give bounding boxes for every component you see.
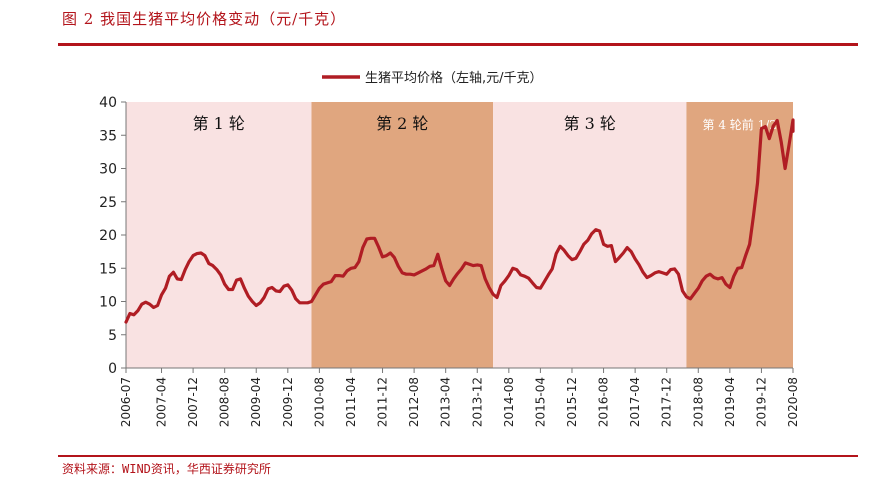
cycle-band-2 xyxy=(311,102,494,368)
cycle-bands xyxy=(126,102,793,368)
x-tick-label: 2019-04 xyxy=(723,377,737,427)
x-tick-label: 2007-04 xyxy=(155,377,169,427)
x-tick-label: 2013-04 xyxy=(439,377,453,427)
y-tick-label: 30 xyxy=(99,162,117,178)
title-rule xyxy=(58,43,858,46)
x-tick-label: 2009-04 xyxy=(249,377,263,427)
y-tick-label: 35 xyxy=(99,128,117,144)
y-tick-label: 10 xyxy=(99,295,117,311)
x-tick-label: 2006-07 xyxy=(119,377,133,427)
legend-label: 生猪平均价格（左轴,元/千克） xyxy=(365,70,543,86)
x-tick-label: 2019-12 xyxy=(754,377,768,427)
y-tick-label: 20 xyxy=(99,228,117,244)
x-axis-ticks: 2006-07 2007-04 2007-12 2008-08 2009-04 2009-… xyxy=(119,368,800,427)
cycle-band-label-3: 第 3 轮 xyxy=(564,114,616,133)
x-tick-label: 2011-12 xyxy=(376,377,390,427)
x-tick-label: 2010-08 xyxy=(312,377,326,427)
x-tick-label: 2015-04 xyxy=(533,377,547,427)
source-note: 资料来源：WIND资讯，华西证券研究所 xyxy=(62,462,271,476)
chart-legend: 生猪平均价格（左轴,元/千克） xyxy=(322,70,543,86)
x-tick-label: 2009-12 xyxy=(281,377,295,427)
x-tick-label: 2007-12 xyxy=(186,377,200,427)
x-tick-label: 2018-08 xyxy=(691,377,705,427)
figure-title: 图 2 我国生猪平均价格变动（元/千克） xyxy=(62,10,347,28)
cycle-band-1 xyxy=(126,102,312,368)
x-tick-label: 2015-12 xyxy=(565,377,579,427)
x-tick-label: 2012-08 xyxy=(407,377,421,427)
y-tick-label: 15 xyxy=(99,261,117,277)
y-tick-label: 25 xyxy=(99,195,117,211)
x-tick-label: 2008-08 xyxy=(218,377,232,427)
x-tick-label: 2013-12 xyxy=(470,377,484,427)
cycle-band-label-1: 第 1 轮 xyxy=(193,114,245,133)
x-tick-label: 2020-08 xyxy=(786,377,800,427)
series-line-1 xyxy=(124,118,795,324)
x-tick-label: 2011-04 xyxy=(344,377,358,427)
cycle-band-label-2: 第 2 轮 xyxy=(376,114,428,133)
x-tick-label: 2014-08 xyxy=(502,377,516,427)
x-tick-label: 2017-04 xyxy=(628,377,642,427)
y-tick-label: 0 xyxy=(108,361,117,377)
series-layer xyxy=(124,118,795,324)
y-tick-label: 40 xyxy=(99,95,117,111)
cycle-band-labels: 第 1 轮 第 2 轮 第 3 轮 第 4 轮前 1/2 xyxy=(193,114,777,133)
x-tick-label: 2017-12 xyxy=(660,377,674,427)
x-tick-label: 2016-08 xyxy=(597,377,611,427)
cycle-band-label-4: 第 4 轮前 1/2 xyxy=(703,117,777,132)
source-rule xyxy=(58,455,858,457)
y-axis-ticks: 0 5 10 15 20 25 30 35 40 xyxy=(99,95,126,377)
y-tick-label: 5 xyxy=(108,328,117,344)
cycle-band-4 xyxy=(686,102,793,368)
